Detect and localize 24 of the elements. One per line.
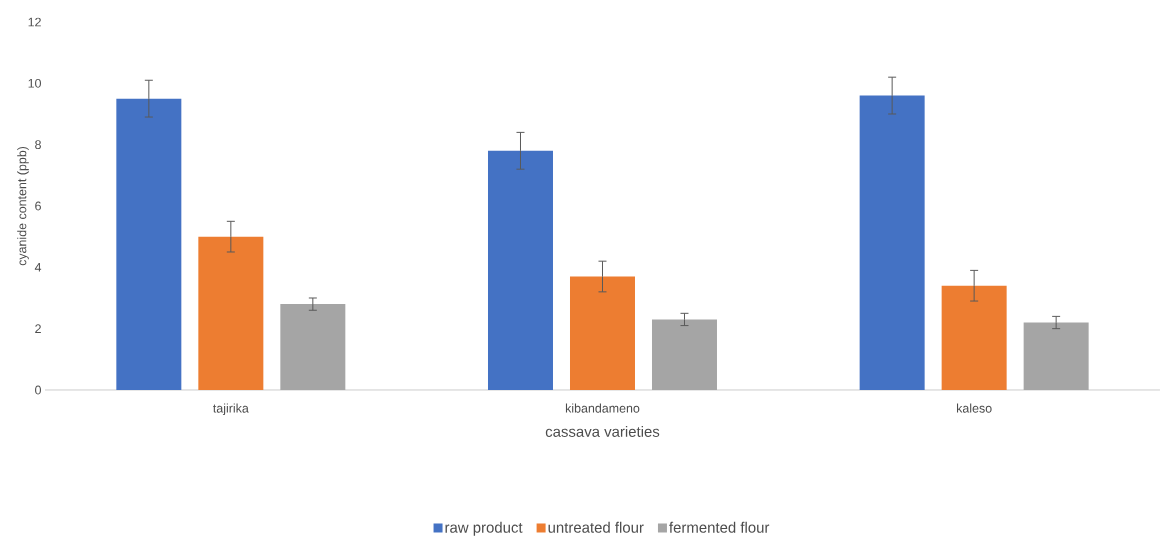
bar	[1023, 322, 1089, 390]
y-tick-label: 6	[35, 201, 41, 211]
legend-label: raw product	[445, 521, 523, 536]
y-tick-label: 10	[28, 78, 41, 88]
x-axis-title: cassava varieties	[545, 425, 660, 437]
bar	[116, 98, 182, 390]
x-tick-label: kaleso	[956, 403, 992, 413]
bar	[941, 285, 1007, 390]
bar	[198, 236, 264, 390]
bar	[569, 276, 635, 390]
legend-label: fermented flour	[669, 521, 770, 533]
bar	[487, 150, 553, 390]
y-tick-label: 2	[35, 324, 41, 333]
y-tick-label: 12	[28, 17, 41, 27]
legend-label: untreated flour	[548, 521, 644, 533]
y-axis-title: cyanide content (ppb)	[17, 146, 29, 266]
bar	[280, 304, 346, 390]
y-tick-label: 0	[35, 385, 41, 395]
bar	[651, 319, 717, 390]
bar	[859, 95, 925, 390]
x-tick-label: tajirika	[213, 403, 249, 416]
y-tick-label: 4	[34, 263, 42, 272]
x-tick-label: kibandameno	[565, 403, 640, 413]
y-tick-label: 8	[35, 140, 41, 150]
